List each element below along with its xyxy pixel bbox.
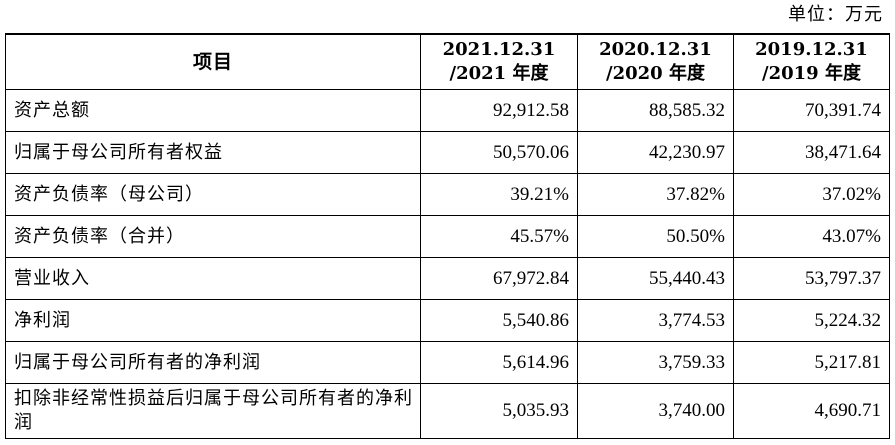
table-row: 扣除非经常性损益后归属于母公司所有者的净利润 5,035.93 3,740.00… — [5, 383, 890, 439]
header-2021: 2021.12.31 /2021 年度 — [420, 33, 578, 90]
cell-2021: 67,972.84 — [420, 257, 578, 300]
cell-2021: 5,035.93 — [420, 383, 578, 439]
cell-2019: 37.02% — [733, 173, 890, 216]
row-label: 资产总额 — [5, 89, 421, 132]
row-label: 扣除非经常性损益后归属于母公司所有者的净利润 — [5, 383, 421, 439]
cell-2020: 3,774.53 — [577, 299, 734, 342]
cell-2020: 37.82% — [577, 173, 734, 216]
table-row: 资产负债率（母公司） 39.21% 37.82% 37.02% — [5, 173, 890, 216]
row-label: 归属于母公司所有者权益 — [5, 131, 421, 174]
cell-2020: 50.50% — [577, 215, 734, 258]
header-item: 项目 — [5, 33, 421, 90]
cell-2021: 50,570.06 — [420, 131, 578, 174]
header-2020-year: /2020 年度 — [606, 63, 705, 84]
cell-2019: 5,217.81 — [733, 341, 890, 384]
table-row: 营业收入 67,972.84 55,440.43 53,797.37 — [5, 257, 890, 300]
row-label: 营业收入 — [5, 257, 421, 300]
row-label: 归属于母公司所有者的净利润 — [5, 341, 421, 384]
table-row: 归属于母公司所有者权益 50,570.06 42,230.97 38,471.6… — [5, 131, 890, 174]
header-2021-year: /2021 年度 — [449, 63, 549, 84]
header-2019-year: /2019 年度 — [762, 63, 861, 84]
cell-2021: 45.57% — [420, 215, 578, 258]
cell-2021: 5,540.86 — [420, 299, 578, 342]
cell-2019: 5,224.32 — [733, 299, 890, 342]
financial-summary-table: 项目 2021.12.31 /2021 年度 2020.12.31 /2020 … — [5, 33, 890, 439]
header-2019-date: 2019.12.31 — [755, 39, 868, 60]
unit-label: 单位：万元 — [788, 4, 883, 25]
cell-2020: 55,440.43 — [577, 257, 734, 300]
cell-2020: 3,740.00 — [577, 383, 734, 439]
header-2021-date: 2021.12.31 — [442, 39, 556, 60]
cell-2019: 38,471.64 — [733, 131, 890, 174]
row-label: 资产负债率（合并） — [5, 215, 421, 258]
row-label: 资产负债率（母公司） — [5, 173, 421, 216]
table-row: 资产总额 92,912.58 88,585.32 70,391.74 — [5, 89, 890, 132]
cell-2020: 88,585.32 — [577, 89, 734, 132]
header-2020: 2020.12.31 /2020 年度 — [577, 33, 734, 90]
cell-2019: 43.07% — [733, 215, 890, 258]
cell-2021: 5,614.96 — [420, 341, 578, 384]
cell-2019: 70,391.74 — [733, 89, 890, 132]
cell-2020: 42,230.97 — [577, 131, 734, 174]
table-row: 资产负债率（合并） 45.57% 50.50% 43.07% — [5, 215, 890, 258]
table-header-row: 项目 2021.12.31 /2021 年度 2020.12.31 /2020 … — [5, 33, 890, 90]
header-2019: 2019.12.31 /2019 年度 — [733, 33, 890, 90]
header-2020-date: 2020.12.31 — [599, 39, 712, 60]
table-row: 归属于母公司所有者的净利润 5,614.96 3,759.33 5,217.81 — [5, 341, 890, 384]
cell-2019: 53,797.37 — [733, 257, 890, 300]
cell-2020: 3,759.33 — [577, 341, 734, 384]
table-row: 净利润 5,540.86 3,774.53 5,224.32 — [5, 299, 890, 342]
cell-2021: 39.21% — [420, 173, 578, 216]
cell-2021: 92,912.58 — [420, 89, 578, 132]
cell-2019: 4,690.71 — [733, 383, 890, 439]
row-label: 净利润 — [5, 299, 421, 342]
